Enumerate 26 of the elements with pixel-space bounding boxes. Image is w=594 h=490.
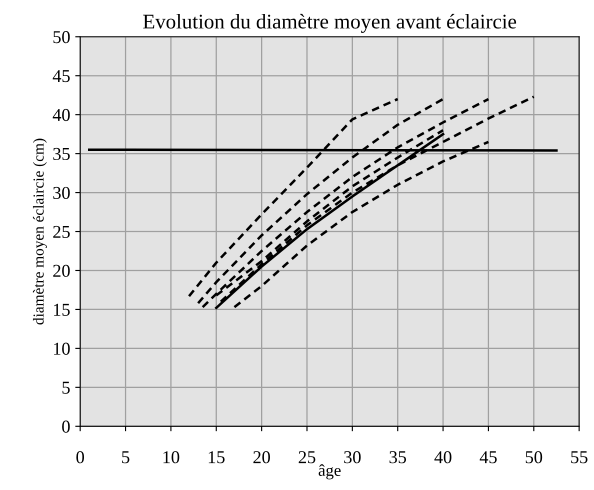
x-tick-label: 40 [434, 451, 452, 464]
chart-title: Evolution du diamètre moyen avant éclaircie [143, 14, 516, 33]
y-tick-label: 40 [52, 108, 70, 122]
x-tick-label: 45 [480, 451, 497, 464]
y-tick-label: 20 [53, 264, 70, 277]
x-tick-label: 5 [122, 451, 130, 464]
y-tick-label: 10 [54, 342, 70, 355]
x-tick-label: 20 [253, 451, 270, 464]
x-tick-label: 30 [344, 451, 361, 464]
x-tick-label: 25 [298, 451, 316, 464]
y-tick-label: 25 [53, 226, 70, 238]
y-tick-label: 50 [53, 31, 70, 44]
x-axis-title: âge [318, 464, 341, 480]
x-tick-label: 10 [163, 451, 180, 464]
y-tick-label: 15 [54, 304, 70, 316]
y-tick-label: 0 [62, 420, 70, 433]
y-tick-label: 45 [52, 70, 70, 82]
x-tick-label: 15 [208, 451, 225, 464]
y-tick-label: 5 [62, 382, 70, 394]
y-axis-title: diamètre moyen éclaircie (cm) [32, 138, 47, 324]
y-tick-label: 35 [53, 148, 70, 160]
y-tick-label: 30 [53, 186, 70, 200]
x-tick-label: 55 [571, 451, 588, 464]
x-tick-label: 35 [390, 451, 406, 464]
x-tick-label: 50 [526, 451, 542, 464]
x-tick-label: 0 [76, 451, 84, 464]
